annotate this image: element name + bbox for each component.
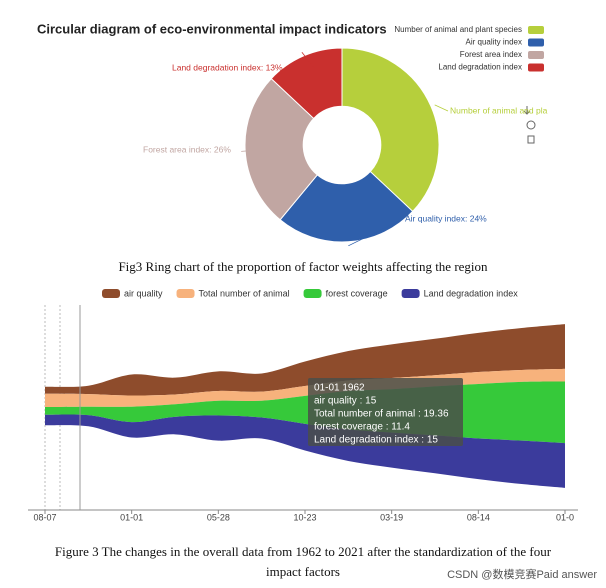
legend-swatch <box>401 289 420 298</box>
data-icon[interactable] <box>527 135 535 144</box>
x-tick-label: 01-0 <box>556 512 574 522</box>
toolbox <box>523 106 536 144</box>
leader-line <box>434 104 449 112</box>
x-tick-label: 10-23 <box>293 512 316 522</box>
legend-label: Forest area index <box>460 50 522 59</box>
tooltip-line: Land degradation index : 15 <box>314 435 438 446</box>
legend-swatch <box>528 51 544 59</box>
caption: impact factors <box>266 564 340 579</box>
pie-slice <box>244 77 318 221</box>
pie-slice <box>341 47 440 213</box>
tooltip-box <box>308 378 463 446</box>
refresh-icon[interactable] <box>526 120 536 130</box>
pie-title: Circular diagram of eco-environmental im… <box>37 21 387 36</box>
tooltip-title: 01-01 1962 <box>314 383 365 394</box>
legend-label: Land degradation index <box>438 63 522 72</box>
slice-label: Air quality index: 24% <box>405 213 487 223</box>
pie-slice <box>270 47 343 120</box>
legend-label: air quality <box>124 288 163 298</box>
x-tick-label: 01-01 <box>120 512 143 522</box>
legend-label: forest coverage <box>326 288 388 298</box>
legend-label: Air quality index <box>466 38 522 47</box>
slice-label: Forest area index: 26% <box>143 144 231 154</box>
legend-label: Number of animal and plant species <box>394 25 522 34</box>
x-tick-label: 05-28 <box>207 512 230 522</box>
legend-swatch <box>303 289 322 298</box>
stream-layer <box>45 414 565 488</box>
watermark: CSDN @数模竞赛Paid answer <box>447 567 597 581</box>
pie-slice <box>279 170 414 243</box>
legend-swatch <box>528 63 544 72</box>
tooltip-line: forest coverage : 11.4 <box>314 422 410 433</box>
legend-swatch <box>102 289 120 298</box>
slice-label: Land degradation index: 13% <box>172 62 283 72</box>
stream-layer <box>45 324 565 396</box>
caption: Fig3 Ring chart of the proportion of fac… <box>118 259 488 274</box>
leader-line <box>301 52 315 69</box>
slice-label: Number of animal and pla <box>450 105 548 115</box>
legend-swatch <box>176 289 195 298</box>
download-icon[interactable] <box>523 106 531 115</box>
tooltip-line: Total number of animal : 19.36 <box>314 409 449 420</box>
legend-swatch <box>528 26 544 34</box>
legend-label: Land degradation index <box>424 288 519 298</box>
leader-line <box>348 218 404 247</box>
x-tick-label: 03-19 <box>380 512 403 522</box>
tooltip-line: air quality : 15 <box>314 396 377 407</box>
leader-line <box>241 149 260 152</box>
legend-label: Total number of animal <box>199 288 290 298</box>
caption: Figure 3 The changes in the overall data… <box>55 544 552 559</box>
x-tick-label: 08-07 <box>33 512 56 522</box>
legend-swatch <box>528 38 544 47</box>
x-tick-label: 08-14 <box>467 512 490 522</box>
